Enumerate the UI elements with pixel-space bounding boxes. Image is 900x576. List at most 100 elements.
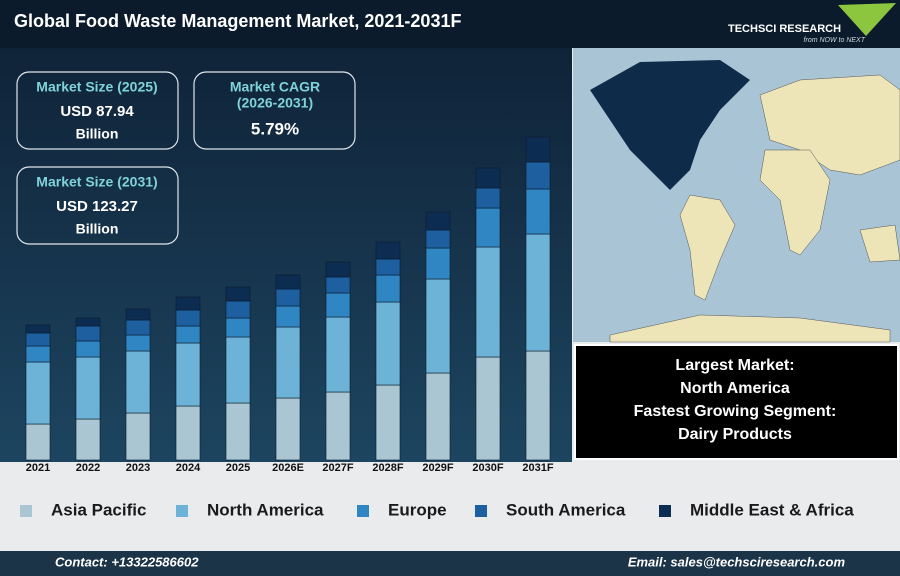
header-bar <box>0 0 900 48</box>
bar-segment <box>225 286 251 302</box>
bar-segment <box>75 356 101 420</box>
x-tick-label: 2030F <box>472 462 503 474</box>
chart: 2021 2022 2023 2024 2025 2026E 2027F 2028F 2029F… <box>20 136 854 519</box>
bar-segment <box>325 276 351 294</box>
bar-segment <box>425 229 451 249</box>
bar-segment <box>275 397 301 461</box>
bar-segment <box>125 334 151 352</box>
bar-segment <box>125 319 151 336</box>
legend-label: South America <box>506 500 626 519</box>
map-south-america <box>679 194 736 301</box>
bar-segment <box>275 288 301 307</box>
stat-sublabel: (2026-2031) <box>237 95 313 111</box>
stat-label: Market Size (2031) <box>36 174 157 190</box>
footer-email: Email: sales@techsciresearch.com <box>628 554 846 569</box>
bar-segment <box>125 412 151 461</box>
footer-contact: Contact: +13322586602 <box>55 554 199 569</box>
bar-segment <box>75 418 101 461</box>
bar-segment <box>525 161 551 190</box>
bar-segment <box>375 384 401 461</box>
bar-segment <box>25 324 51 334</box>
bar-segment <box>175 309 201 327</box>
map-north-america <box>590 60 750 190</box>
bar-segment <box>525 350 551 461</box>
bar-segment <box>225 317 251 338</box>
bar-segment <box>25 361 51 425</box>
footer-bar <box>0 551 900 576</box>
bar-segment <box>475 246 501 358</box>
map-australia <box>859 224 900 263</box>
bar-segment <box>525 233 551 352</box>
bar-segment <box>375 274 401 303</box>
legend-swatch <box>659 505 671 517</box>
bar-segment <box>275 326 301 399</box>
bar-segment <box>175 296 201 311</box>
stat-box <box>193 71 356 150</box>
legend-swatch <box>357 505 369 517</box>
bar-segment <box>75 340 101 358</box>
x-tick-label: 2024 <box>176 462 201 474</box>
x-tick-label: 2025 <box>226 462 250 474</box>
bar-segment <box>325 316 351 393</box>
bar-segment <box>425 247 451 280</box>
bar-segment <box>225 336 251 404</box>
logo-mark <box>838 3 896 36</box>
bar-segment <box>325 261 351 278</box>
x-tick-label: 2026E <box>272 462 304 474</box>
legend-label: Europe <box>388 500 447 519</box>
stat-value: USD 87.94 <box>60 103 134 120</box>
bar-segment <box>375 241 401 260</box>
bar-segment <box>525 136 551 163</box>
bar-segment <box>525 188 551 235</box>
map-eurasia <box>759 74 900 176</box>
x-tick-label: 2021 <box>26 462 50 474</box>
bar-segment <box>475 356 501 461</box>
x-tick-label: 2022 <box>76 462 100 474</box>
stat-box <box>16 166 179 245</box>
bar-segment <box>225 300 251 319</box>
map-africa <box>759 149 831 256</box>
bar-segment <box>325 292 351 318</box>
map-antarctica <box>609 314 891 343</box>
stat-label: Market CAGR <box>230 79 320 95</box>
bar-segment <box>475 167 501 189</box>
bar-segment <box>375 301 401 386</box>
highlight-text: Largest Market: <box>675 357 794 374</box>
legend-swatch <box>475 505 487 517</box>
bar-segment <box>275 274 301 290</box>
legend-label: Asia Pacific <box>51 500 146 519</box>
bar-segment <box>375 258 401 276</box>
bar-segment <box>225 402 251 461</box>
x-tick-label: 2027F <box>322 462 353 474</box>
legend-label: Middle East & Africa <box>690 500 854 519</box>
bar-segment <box>125 308 151 321</box>
legend-swatch <box>176 505 188 517</box>
stat-value: USD 123.27 <box>56 198 138 215</box>
bar-segment <box>425 211 451 231</box>
bar-segment <box>475 187 501 209</box>
logo: TECHSCI RESEARCH <box>728 23 841 35</box>
tagline: from NOW to NEXT <box>804 37 866 44</box>
bar-segment <box>125 350 151 414</box>
highlight-text: Fastest Growing Segment: <box>634 403 837 420</box>
x-tick-label: 2031F <box>522 462 553 474</box>
legend-swatch <box>20 505 32 517</box>
bar-segment <box>25 345 51 363</box>
bar-segment <box>175 342 201 407</box>
bar-segment <box>25 423 51 461</box>
highlight-text: North America <box>680 380 790 397</box>
stat-unit: Billion <box>76 221 119 237</box>
x-tick-label: 2029F <box>422 462 453 474</box>
stat-value: 5.79% <box>251 119 299 138</box>
bar-segment <box>175 405 201 461</box>
bar-segment <box>275 305 301 328</box>
stat-unit: Billion <box>76 126 119 142</box>
bar-segment <box>325 391 351 461</box>
title: Global Food Waste Management Market, 202… <box>14 11 461 31</box>
bar-segment <box>175 325 201 344</box>
bar-segment <box>25 332 51 347</box>
bar-segment <box>75 325 101 342</box>
bar-segment <box>475 207 501 248</box>
